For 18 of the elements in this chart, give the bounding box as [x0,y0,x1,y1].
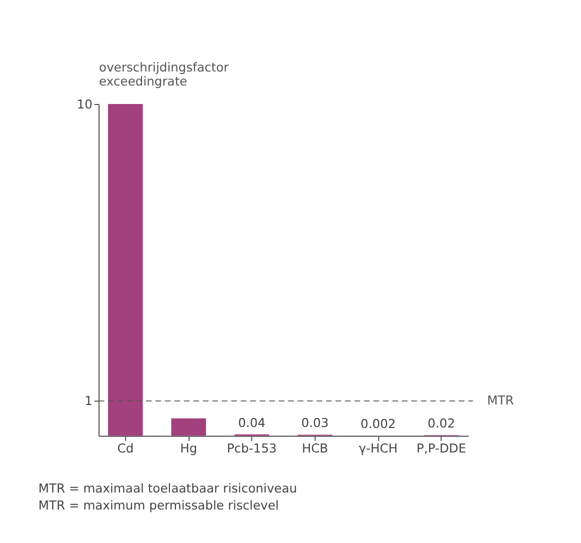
data-label: 0.03 [301,416,329,430]
x-tick-label: P,P-DDE [416,441,466,456]
ref-line-label: MTR [487,394,514,408]
data-label: 0.02 [428,416,456,430]
x-tick-label: Hg [180,441,198,456]
x-tick-label: γ-HCH [358,441,398,456]
y-tick-label: 1 [84,394,92,408]
x-tick-label: HCB [302,441,328,456]
x-tick-label: Pcb-153 [226,441,277,456]
x-tick-label: Cd [117,441,134,456]
bar [108,104,143,436]
y-tick-label: 10 [76,97,93,112]
y-axis-title: overschrijdingsfactor exceedingrate [99,60,230,89]
data-label: 0.04 [238,416,266,430]
data-label: 0.002 [360,417,396,432]
text: MTR = maximum permissable risclevel [38,498,279,513]
bar [171,418,206,436]
text: MTR = maximaal toelaatbaar risiconiveau [38,482,298,496]
